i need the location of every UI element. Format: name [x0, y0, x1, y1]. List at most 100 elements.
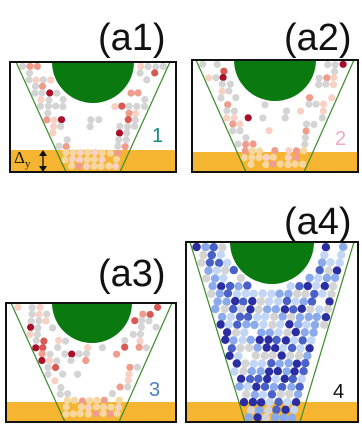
particle — [335, 258, 344, 267]
particle — [270, 413, 280, 422]
particle — [265, 328, 274, 337]
particle — [112, 155, 121, 163]
particle — [248, 147, 256, 155]
particle — [295, 382, 304, 391]
particle — [260, 351, 269, 360]
particle — [151, 69, 159, 77]
particle — [239, 297, 248, 306]
particle — [285, 320, 294, 329]
particle — [201, 242, 210, 252]
particle — [209, 243, 218, 252]
particle — [211, 304, 220, 314]
particle — [324, 266, 333, 275]
particle — [139, 310, 147, 318]
particle — [62, 403, 70, 411]
circular-obstacle — [234, 60, 316, 101]
particle — [286, 312, 296, 322]
particle — [124, 116, 132, 124]
particle — [199, 60, 207, 68]
particle — [321, 243, 331, 252]
particle — [125, 370, 133, 378]
particle — [250, 320, 259, 330]
particle — [285, 389, 294, 399]
particle — [43, 116, 51, 124]
particle — [121, 337, 129, 345]
particle — [249, 140, 257, 148]
particle — [213, 297, 222, 306]
particle — [277, 382, 287, 392]
particle — [69, 410, 77, 418]
particle — [252, 382, 261, 391]
particle — [242, 320, 251, 329]
particle — [152, 323, 160, 331]
particle — [287, 343, 297, 353]
particle-cluster — [19, 62, 167, 171]
particle — [219, 274, 228, 283]
particle — [138, 317, 146, 325]
particle — [131, 116, 139, 124]
particle — [262, 343, 271, 352]
particle — [116, 122, 124, 130]
particle — [329, 282, 338, 291]
particle — [291, 398, 301, 407]
particle — [115, 129, 124, 137]
particle — [277, 351, 286, 360]
particle — [247, 367, 256, 376]
particle — [297, 304, 306, 313]
particle — [127, 89, 135, 97]
particle — [39, 76, 47, 84]
particle — [282, 296, 292, 306]
particle — [14, 303, 22, 311]
particle — [235, 312, 245, 321]
particle — [19, 62, 27, 70]
particle — [126, 363, 134, 371]
particle — [261, 101, 269, 109]
particle — [26, 62, 34, 70]
particle — [268, 320, 277, 329]
particle — [43, 310, 51, 318]
particle — [270, 312, 279, 321]
particle — [46, 350, 54, 358]
particle — [318, 289, 327, 298]
particle — [325, 297, 334, 306]
particle — [236, 343, 245, 353]
circular-obstacle — [52, 303, 132, 343]
particle — [32, 76, 40, 84]
particle — [69, 149, 77, 157]
particle — [331, 67, 339, 76]
particle — [38, 89, 46, 97]
particle — [321, 313, 331, 322]
particle — [134, 89, 142, 97]
particle — [33, 330, 42, 338]
particle — [304, 312, 313, 322]
particle — [62, 337, 70, 345]
particle — [273, 297, 283, 306]
particle — [137, 323, 145, 331]
particle — [309, 328, 318, 337]
particle — [212, 74, 220, 82]
particle — [265, 127, 273, 135]
particle — [264, 297, 274, 306]
particle — [37, 95, 45, 104]
particle — [98, 149, 106, 157]
particle — [260, 382, 270, 391]
particle — [225, 351, 234, 360]
particle — [274, 328, 283, 337]
particle — [116, 383, 124, 391]
circular-obstacle — [52, 62, 134, 103]
particle — [144, 63, 152, 71]
particle — [269, 382, 279, 392]
particle — [63, 396, 71, 404]
particle — [269, 160, 277, 168]
particle — [237, 304, 246, 314]
particle — [32, 336, 40, 345]
particle — [301, 359, 310, 368]
particle — [326, 258, 335, 267]
particle — [301, 140, 309, 148]
particle — [303, 281, 312, 291]
particle — [82, 356, 90, 365]
particle — [256, 398, 266, 407]
particle — [229, 304, 238, 314]
particle — [246, 406, 256, 415]
particle — [27, 317, 35, 325]
